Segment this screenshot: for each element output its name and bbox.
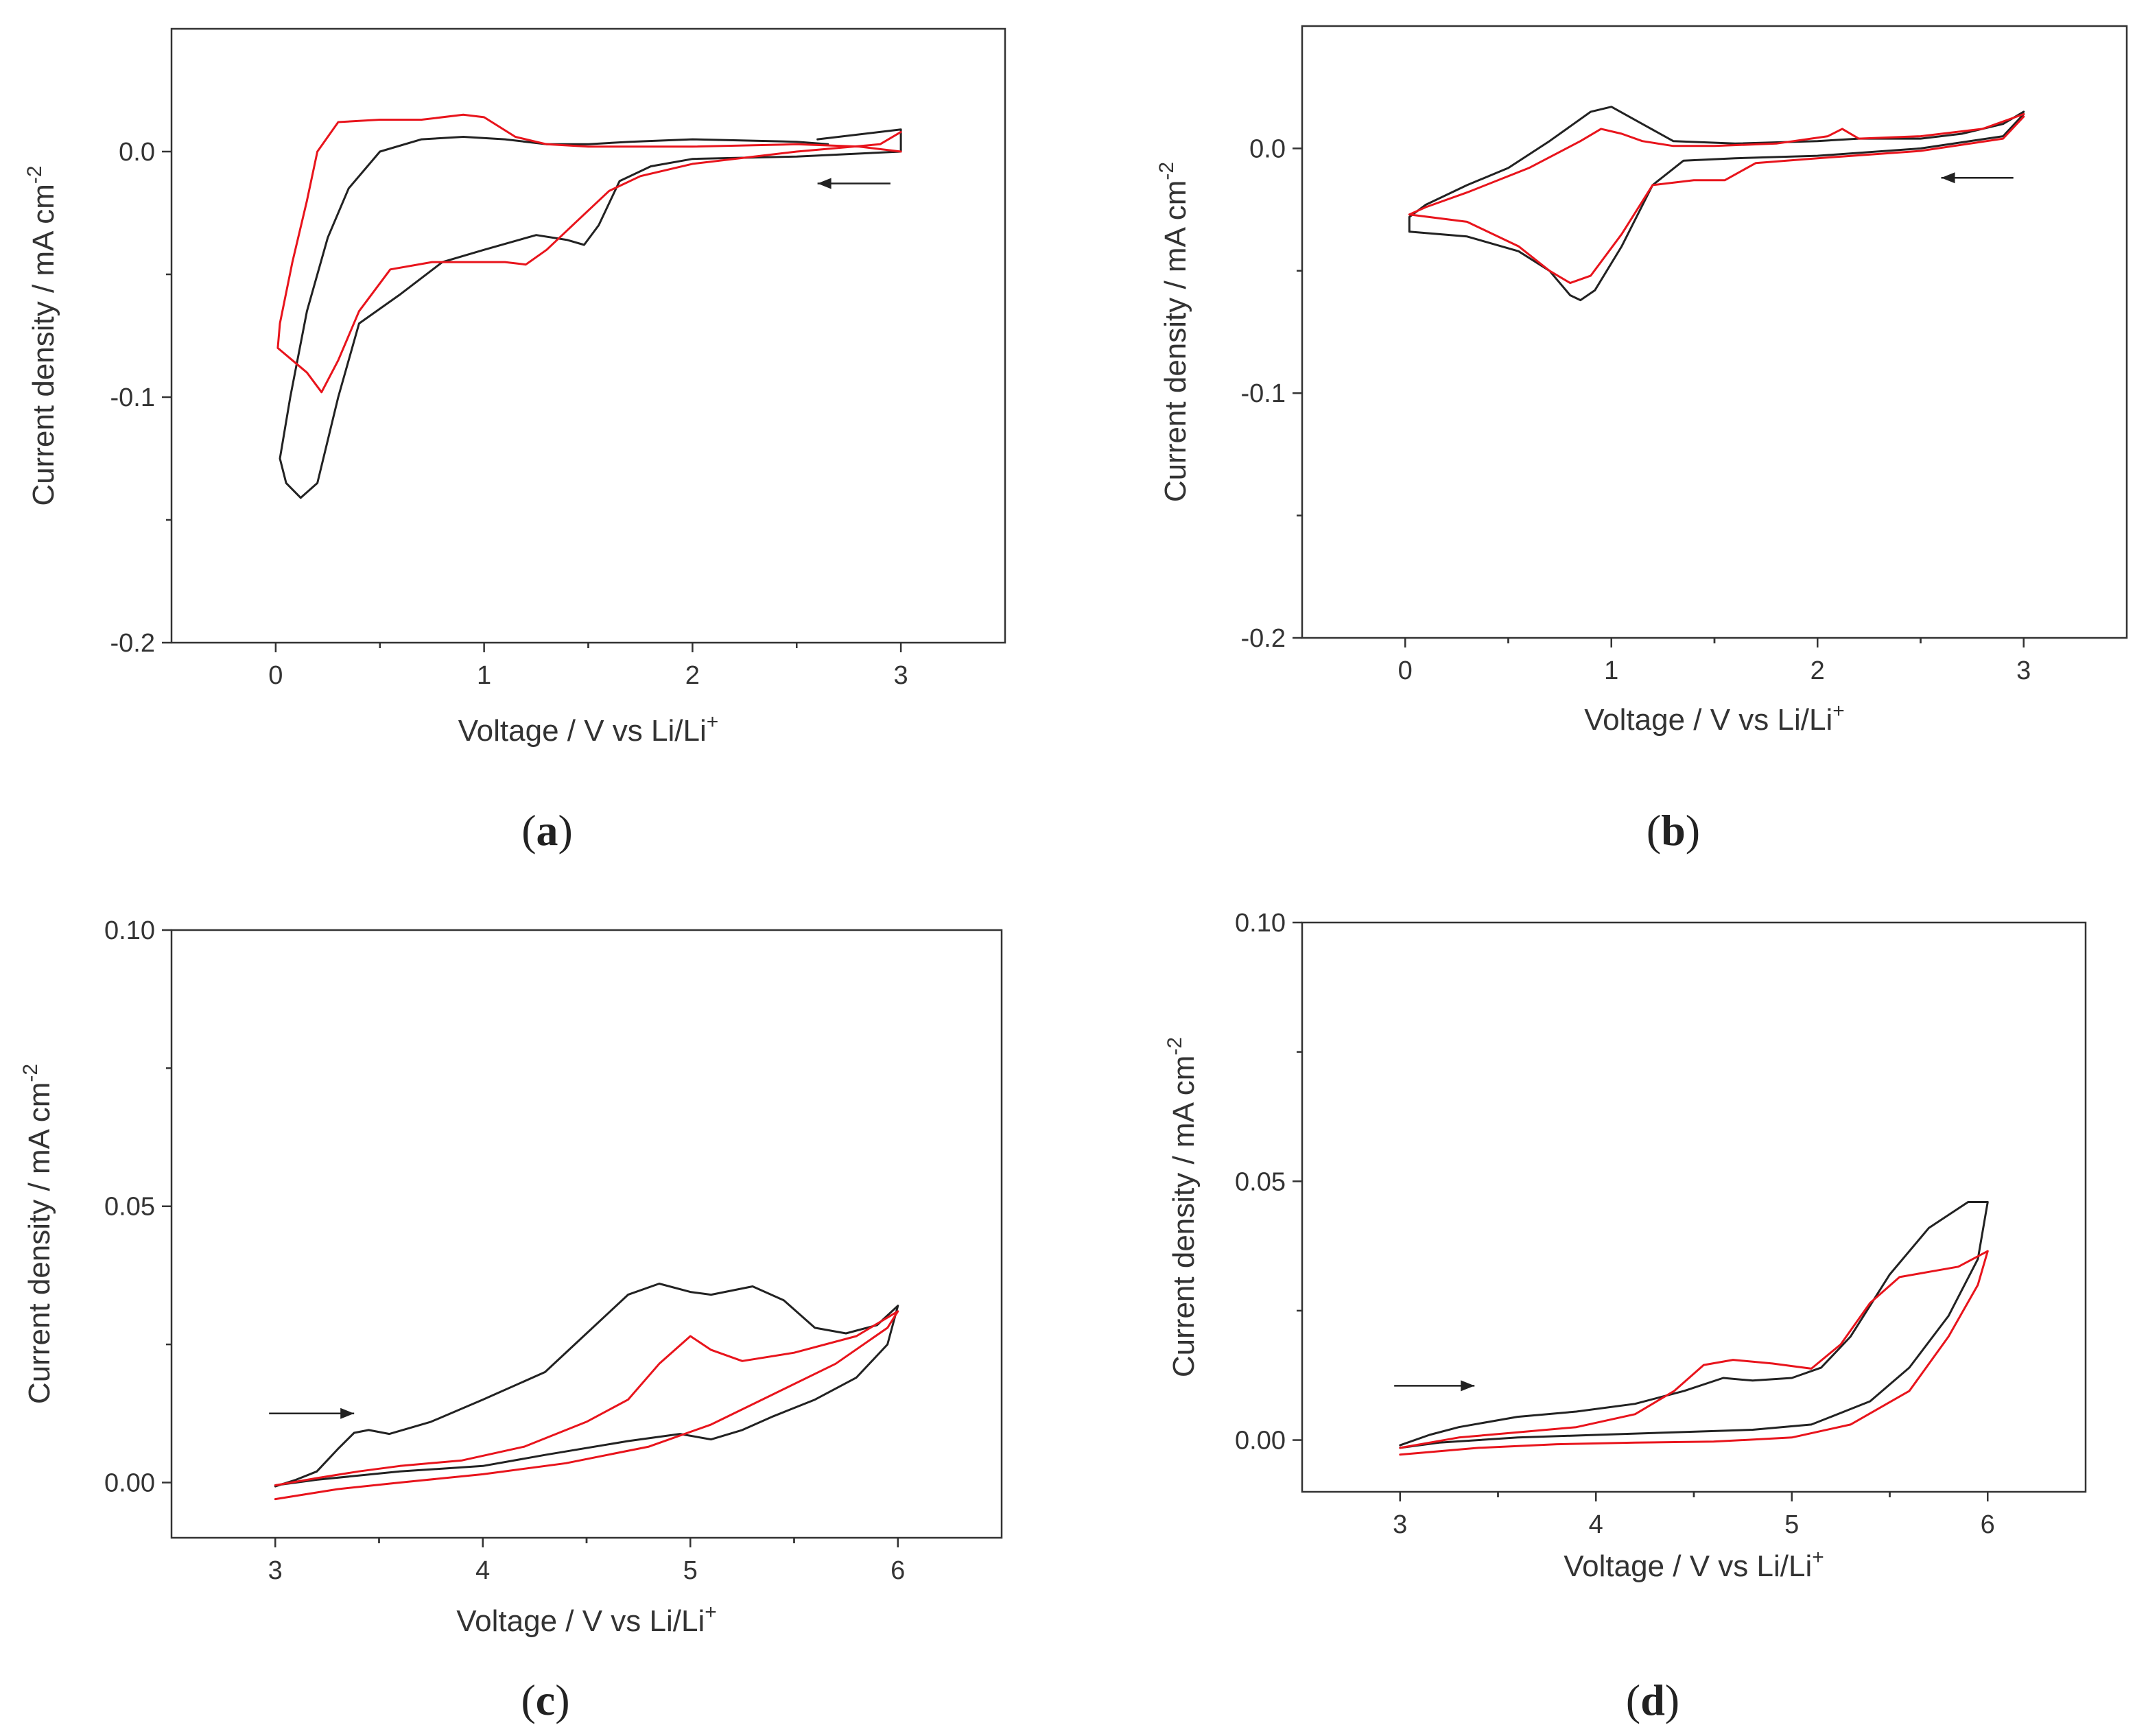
- chart-panel-c: 3 4 5 6 0.00 0.05 0.10 Voltage / V vs Li/Li+ Cur…: [19, 916, 1003, 1724]
- panel-label: (a): [521, 806, 573, 855]
- x-tick-label: 3: [268, 1556, 283, 1585]
- panel-label-close: ): [558, 806, 573, 855]
- y-axis-title-superscript: -2: [23, 165, 46, 184]
- chart-panel-a: 0 1 2 3 -0.2 -0.1 0.0 Voltage / V vs Li/Li+ Curr…: [23, 27, 1006, 855]
- y-tick-label: 0.05: [1235, 1167, 1286, 1196]
- panel-label-letter: c: [536, 1676, 555, 1724]
- series-line-2: [1408, 112, 2025, 285]
- series-line-1: [279, 128, 902, 499]
- x-tick-label: 1: [477, 661, 491, 690]
- panel-label-open: (: [1647, 806, 1661, 855]
- y-tick-label: 0.00: [1235, 1427, 1286, 1455]
- panel-label: (d): [1626, 1676, 1679, 1724]
- y-tick-label: -0.2: [1241, 624, 1286, 653]
- x-tick-label: 6: [1981, 1510, 1995, 1539]
- x-tick-label: 0: [1398, 656, 1413, 685]
- x-tick-label: 4: [475, 1556, 490, 1585]
- x-axis-title: Voltage / V vs Li/Li+: [1564, 1546, 1824, 1583]
- y-tick-label: 0.05: [104, 1193, 155, 1222]
- series-line-1: [274, 1283, 899, 1488]
- x-tick-label: 2: [685, 661, 700, 690]
- y-axis-title-superscript: -2: [19, 1064, 42, 1082]
- panel-label-letter: a: [536, 806, 558, 855]
- scan-direction-arrow: [269, 1407, 355, 1419]
- arrow-head: [817, 178, 831, 189]
- y-tick-label: 0.10: [1235, 909, 1286, 938]
- y-axis-title-superscript: -2: [1164, 1037, 1186, 1056]
- x-axis-title-text: Voltage / V vs Li/Li: [458, 714, 707, 748]
- y-axis-title: Current density / mA cm-2: [19, 1064, 56, 1404]
- x-tick-label: 0: [268, 661, 283, 690]
- x-tick-label: 2: [1810, 656, 1825, 685]
- chart-panel-d: 3 4 5 6 0.00 0.05 0.10 Voltage / V vs Li/Li+ Cur…: [1164, 909, 2087, 1724]
- x-axis-title-superscript: +: [707, 711, 719, 733]
- panel-label-letter: b: [1661, 806, 1686, 855]
- plot-frame: [1301, 921, 2087, 1493]
- x-axis-title-text: Voltage / V vs Li/Li: [1584, 703, 1832, 737]
- series-line-2: [1399, 1250, 1989, 1456]
- y-tick-label: -0.1: [110, 383, 155, 412]
- panel-label-close: ): [555, 1676, 569, 1724]
- y-axis-title-text: Current density / mA cm: [27, 184, 60, 506]
- x-axis-title: Voltage / V vs Li/Li+: [456, 1601, 717, 1638]
- y-axis-title: Current density / mA cm-2: [23, 165, 60, 506]
- panel-label-open: (: [521, 806, 536, 855]
- y-tick-label: 0.0: [119, 138, 155, 167]
- x-axis-title: Voltage / V vs Li/Li+: [458, 711, 719, 748]
- plot-frame: [170, 27, 1006, 644]
- x-axis-title-text: Voltage / V vs Li/Li: [1564, 1549, 1812, 1583]
- x-tick-label: 5: [1784, 1510, 1799, 1539]
- y-axis-title: Current density / mA cm-2: [1155, 162, 1192, 502]
- y-axis-title-superscript: -2: [1155, 162, 1178, 180]
- arrow-head: [340, 1407, 355, 1419]
- y-tick-label: -0.2: [110, 629, 155, 658]
- x-tick-label: 5: [683, 1556, 698, 1585]
- x-tick-label: 1: [1604, 656, 1618, 685]
- panel-label-close: ): [1686, 806, 1700, 855]
- x-axis-title-text: Voltage / V vs Li/Li: [456, 1604, 705, 1638]
- series-line-1: [1408, 106, 2025, 302]
- y-axis-title-text: Current density / mA cm: [1167, 1056, 1201, 1377]
- x-axis-title-superscript: +: [1832, 700, 1845, 722]
- x-tick-label: 4: [1589, 1510, 1603, 1539]
- plot-frame: [170, 929, 1003, 1539]
- series-line-2: [274, 1310, 899, 1501]
- y-axis-title-text: Current density / mA cm: [1159, 180, 1192, 502]
- series-line-1: [1399, 1201, 1989, 1449]
- y-axis-title-text: Current density / mA cm: [23, 1082, 56, 1404]
- x-tick-label: 3: [894, 661, 908, 690]
- y-tick-label: 0.00: [104, 1469, 155, 1497]
- panel-label-close: ): [1665, 1676, 1679, 1724]
- plot-frame: [1301, 25, 2128, 639]
- y-tick-label: 0.10: [104, 916, 155, 945]
- y-tick-label: 0.0: [1249, 134, 1286, 163]
- x-axis-title-superscript: +: [1812, 1546, 1824, 1569]
- x-tick-label: 6: [890, 1556, 905, 1585]
- chart-panel-b: 0 1 2 3 -0.2 -0.1 0.0 Voltage / V vs Li/Li+ Curr…: [1155, 25, 2128, 855]
- series-line-2: [276, 113, 902, 394]
- scan-direction-arrow: [1941, 172, 2014, 184]
- arrow-head: [1941, 172, 1955, 184]
- y-axis-title: Current density / mA cm-2: [1164, 1037, 1201, 1377]
- panel-label: (c): [521, 1676, 569, 1724]
- panel-label-open: (: [521, 1676, 535, 1724]
- panel-label-open: (: [1626, 1676, 1640, 1724]
- y-tick-label: -0.1: [1241, 379, 1286, 408]
- arrow-head: [1461, 1380, 1475, 1392]
- panel-label: (b): [1647, 806, 1700, 855]
- x-tick-label: 3: [1393, 1510, 1407, 1539]
- x-axis-title-superscript: +: [705, 1601, 717, 1624]
- panel-label-letter: d: [1640, 1676, 1665, 1724]
- scan-direction-arrow: [817, 178, 890, 189]
- x-tick-label: 3: [2016, 656, 2031, 685]
- scan-direction-arrow: [1394, 1380, 1475, 1392]
- x-axis-title: Voltage / V vs Li/Li+: [1584, 700, 1845, 737]
